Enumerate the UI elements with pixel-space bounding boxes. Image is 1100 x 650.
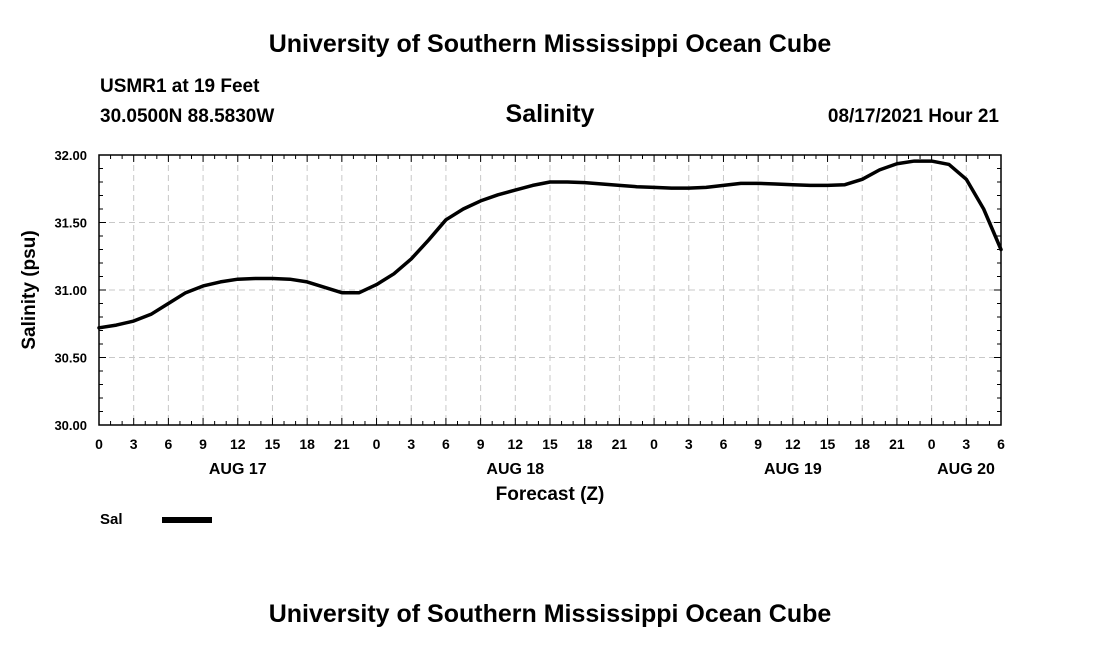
legend-label: Sal [100,511,123,528]
x-tick-label: 12 [785,436,801,452]
x-tick-label: 3 [685,436,693,452]
grid [99,155,1001,425]
footer-title: University of Southern Mississippi Ocean… [268,600,832,628]
plot-frame [98,154,1002,426]
date-label: AUG 18 [486,461,544,478]
y-tick-label: 31.50 [54,216,87,231]
y-axis-title: Salinity (psu) [19,230,40,349]
series-line-sal [97,159,1003,330]
x-tick-label: 15 [265,436,281,452]
y-tick-label: 30.00 [54,418,87,433]
x-tick-label: 3 [130,436,138,452]
coordinates-label: 30.0500N 88.5830W [100,106,275,127]
x-tick-label: 0 [95,436,103,452]
legend: Sal [100,511,212,528]
x-tick-labels: 0 3 6 9 12 15 18 21 0 3 6 9 12 15 18 21 0 3 6 9 12 15 18 21 0 3 6 [95,436,1005,452]
y-tick-labels: 30.00 30.50 31.00 31.50 32.00 [54,148,87,433]
x-tick-label: 0 [650,436,658,452]
x-tick-label: 3 [962,436,970,452]
x-axis-title: Forecast (Z) [496,484,605,505]
x-tick-label: 9 [199,436,207,452]
x-tick-label: 0 [928,436,936,452]
x-tick-label: 18 [577,436,593,452]
x-tick-label: 21 [612,436,628,452]
x-tick-label: 12 [230,436,246,452]
forecast-datetime: 08/17/2021 Hour 21 [827,106,999,127]
station-label: USMR1 at 19 Feet [100,76,260,97]
x-tick-label: 6 [997,436,1005,452]
y-tick-label: 30.50 [54,351,87,366]
x-tick-label: 6 [164,436,172,452]
x-tick-label: 21 [334,436,350,452]
y-tick-label: 31.00 [54,283,87,298]
x-tick-label: 0 [373,436,381,452]
x-tick-label: 12 [508,436,524,452]
x-tick-label: 3 [407,436,415,452]
date-label: AUG 17 [209,461,267,478]
series [97,159,1003,330]
y-tick-label: 32.00 [54,148,87,163]
date-label: AUG 20 [937,461,995,478]
x-tick-label: 18 [299,436,315,452]
x-tick-label: 6 [720,436,728,452]
x-tick-label: 9 [754,436,762,452]
x-tick-label: 21 [889,436,905,452]
date-label: AUG 19 [764,461,822,478]
date-labels: AUG 17 AUG 18 AUG 19 AUG 20 [209,461,995,478]
x-tick-label: 15 [820,436,836,452]
x-tick-label: 9 [477,436,485,452]
x-tick-label: 15 [542,436,558,452]
x-tick-label: 18 [854,436,870,452]
page-title: University of Southern Mississippi Ocean… [268,30,832,58]
variable-title: Salinity [505,100,595,128]
x-tick-label: 6 [442,436,450,452]
